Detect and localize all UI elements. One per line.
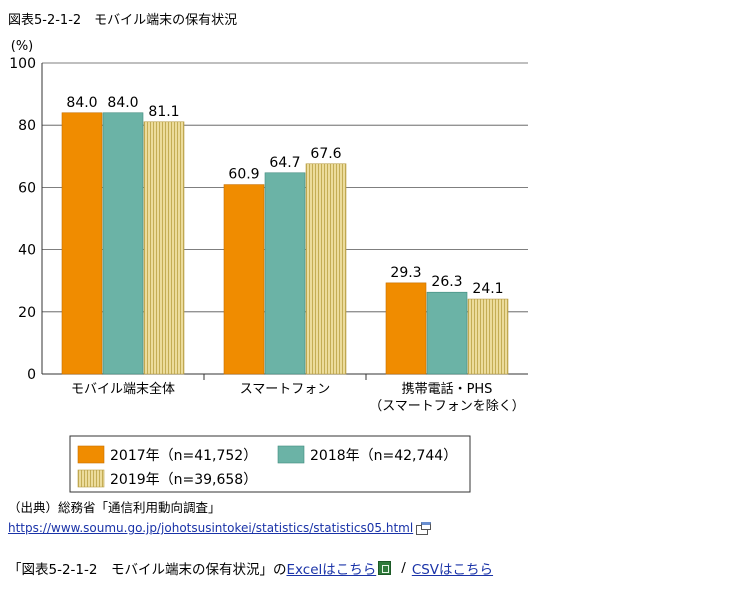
legend-swatch	[277, 445, 305, 464]
bar	[223, 184, 265, 375]
data-label: 29.3	[390, 265, 421, 281]
bar	[143, 121, 185, 375]
download-links: 「図表5-2-1-2 モバイル端末の保有状況」の Excelはこちら / CSV…	[8, 558, 493, 578]
bar	[264, 172, 306, 375]
bar	[102, 112, 144, 375]
excel-download-link[interactable]: Excelはこちら	[286, 562, 377, 578]
y-tick-label: 20	[18, 305, 36, 321]
bar	[467, 298, 509, 375]
category-label: モバイル端末全体	[71, 381, 175, 397]
legend-label: 2019年（n=39,658）	[110, 472, 257, 488]
y-tick-label: 60	[18, 180, 36, 196]
data-label: 60.9	[228, 167, 259, 183]
y-axis-label: (%)	[11, 39, 34, 54]
bar	[385, 282, 427, 375]
y-tick-label: 80	[18, 118, 36, 134]
bar	[305, 163, 347, 375]
data-label: 84.0	[66, 95, 97, 111]
source-label: （出典）総務省「通信利用動向調査」	[8, 500, 221, 515]
legend-swatch	[77, 445, 105, 464]
source-url-link[interactable]: https://www.soumu.go.jp/johotsusintokei/…	[8, 521, 414, 535]
y-tick-label: 100	[9, 56, 36, 72]
y-tick-label: 0	[27, 367, 36, 383]
download-prefix: 「図表5-2-1-2 モバイル端末の保有状況」の	[8, 562, 287, 578]
data-label: 84.0	[107, 95, 138, 111]
category-label: 携帯電話・PHS	[402, 381, 493, 397]
category-label: （スマートフォンを除く）	[369, 399, 525, 414]
source-url-row: https://www.soumu.go.jp/johotsusintokei/…	[8, 521, 432, 535]
link-separator: /	[401, 560, 406, 576]
legend-box	[69, 435, 471, 493]
bar-chart: (%) 0 20 40 60 80 100 84.0 84.0 81.1 モバイル端末全体 60.9 6…	[9, 39, 528, 493]
figure-title: 図表5-2-1-2 モバイル端末の保有状況	[8, 13, 238, 28]
data-label: 81.1	[148, 104, 179, 120]
new-window-icon[interactable]	[416, 522, 432, 535]
y-tick-label: 40	[18, 243, 36, 259]
data-label: 67.6	[310, 146, 341, 162]
bar	[61, 112, 103, 375]
data-label: 24.1	[472, 281, 503, 297]
legend-label: 2017年（n=41,752）	[110, 448, 257, 464]
bar	[426, 291, 468, 375]
data-label: 26.3	[431, 274, 462, 290]
excel-file-icon[interactable]	[378, 561, 392, 575]
legend-label: 2018年（n=42,744）	[310, 448, 457, 464]
csv-download-link[interactable]: CSVはこちら	[411, 562, 494, 578]
legend-swatch	[77, 469, 105, 488]
data-label: 64.7	[269, 155, 300, 171]
category-label: スマートフォン	[240, 382, 331, 397]
